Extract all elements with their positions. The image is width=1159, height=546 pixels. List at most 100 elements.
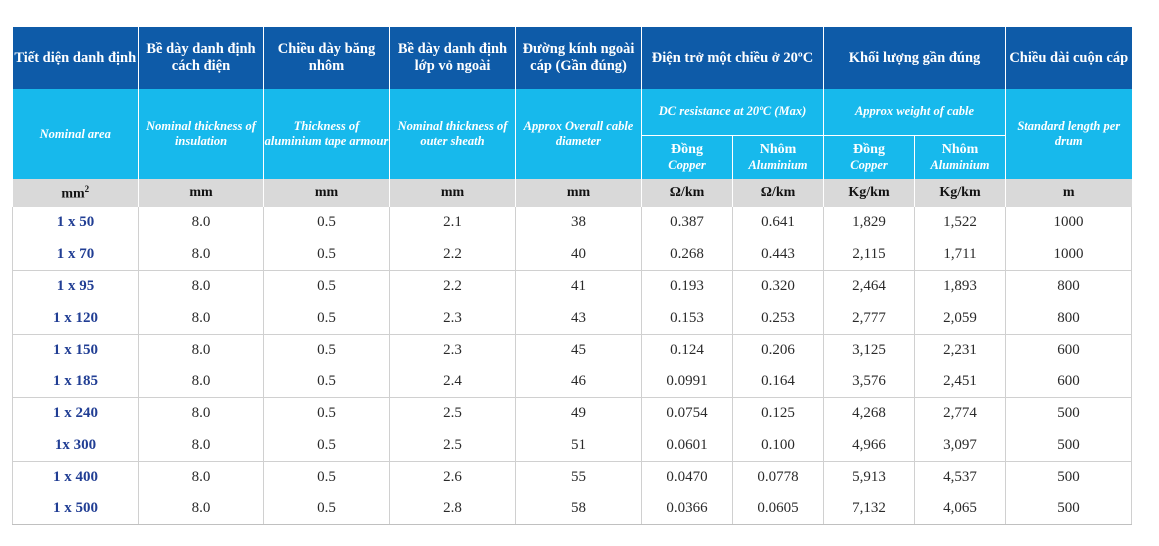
tape-cell: 0.5 [263, 207, 390, 239]
weight-aluminium-cell: 1,711 [914, 238, 1006, 272]
header-area-vn: Tiết diện danh định [12, 27, 139, 89]
tape-cell: 0.5 [263, 302, 390, 335]
header-row-vietnamese: Tiết diện danh định Bề dày danh định các… [12, 27, 1132, 89]
unit-tape: mm [263, 179, 390, 207]
unit-resistance-copper: Ω/km [641, 179, 733, 207]
resistance-aluminium-cell: 0.253 [732, 302, 824, 335]
weight-aluminium-cell: 4,065 [914, 493, 1006, 526]
tape-cell: 0.5 [263, 461, 390, 494]
diameter-cell: 38 [515, 207, 642, 239]
insulation-cell: 8.0 [138, 397, 264, 430]
header-row-materials: Đồng Copper Nhôm Aluminium Đồng Copper N… [13, 134, 1132, 179]
area-cell: 1 x 185 [12, 365, 139, 399]
unit-area-text: mm [61, 186, 85, 202]
weight-aluminium-cell: 2,774 [914, 397, 1006, 430]
diameter-cell: 40 [515, 238, 642, 272]
sheath-cell: 2.8 [389, 493, 516, 526]
resistance-copper-cell: 0.153 [641, 302, 733, 335]
area-cell: 1 x 400 [12, 461, 139, 494]
unit-diameter: mm [515, 179, 642, 207]
length-cell: 500 [1005, 493, 1132, 526]
table-row: 1 x 150 8.0 0.5 2.3 45 0.124 0.206 3,125 2,231 60… [12, 334, 1132, 366]
sheath-cell: 2.2 [389, 270, 516, 303]
table-row: 1x 300 8.0 0.5 2.5 51 0.0601 0.100 4,966 3,097 50… [12, 429, 1132, 462]
length-cell: 600 [1005, 334, 1132, 366]
table-row: 1 x 185 8.0 0.5 2.4 46 0.0991 0.164 3,576 2,451 6… [12, 365, 1132, 399]
diameter-cell: 43 [515, 302, 642, 335]
weight-copper-cell: 3,125 [823, 334, 915, 366]
weight-aluminium-cell: 2,231 [914, 334, 1006, 366]
area-cell: 1 x 500 [12, 493, 139, 526]
unit-area: mm2 [12, 179, 139, 207]
unit-sheath: mm [389, 179, 516, 207]
table-row: 1 x 500 8.0 0.5 2.8 58 0.0366 0.0605 7,132 4,065… [12, 493, 1132, 526]
aluminium-label-vn: Nhôm [941, 142, 979, 158]
weight-copper-cell: 5,913 [823, 461, 915, 494]
length-cell: 500 [1005, 461, 1132, 494]
tape-cell: 0.5 [263, 365, 390, 399]
weight-aluminium-cell: 4,537 [914, 461, 1006, 494]
table-row: 1 x 50 8.0 0.5 2.1 38 0.387 0.641 1,829 1,522 100… [12, 207, 1132, 239]
sheath-cell: 2.3 [389, 302, 516, 335]
diameter-cell: 41 [515, 270, 642, 303]
subheader-resistance-copper: Đồng Copper [641, 134, 733, 179]
weight-aluminium-cell: 1,522 [914, 207, 1006, 239]
header-length-en: Standard length per drum [1005, 89, 1132, 179]
aluminium-label-vn: Nhôm [759, 142, 797, 158]
header-resistance-vn: Điện trở một chiều ở 20ºC [641, 27, 824, 89]
insulation-cell: 8.0 [138, 238, 264, 272]
copper-label-en: Copper [850, 158, 888, 173]
insulation-cell: 8.0 [138, 429, 264, 462]
unit-length: m [1005, 179, 1132, 207]
insulation-cell: 8.0 [138, 334, 264, 366]
insulation-cell: 8.0 [138, 302, 264, 335]
header-tape-vn: Chiều dày băng nhôm [263, 27, 390, 89]
tape-cell: 0.5 [263, 270, 390, 303]
weight-aluminium-cell: 2,059 [914, 302, 1006, 335]
header-sheath-en: Nominal thickness of outer sheath [389, 89, 516, 179]
weight-aluminium-cell: 2,451 [914, 365, 1006, 399]
sheath-cell: 2.5 [389, 397, 516, 430]
area-cell: 1x 300 [12, 429, 139, 462]
sheath-cell: 2.6 [389, 461, 516, 494]
diameter-cell: 51 [515, 429, 642, 462]
cable-spec-table: Tiết diện danh định Bề dày danh định các… [12, 27, 1132, 526]
resistance-aluminium-cell: 0.100 [732, 429, 824, 462]
insulation-cell: 8.0 [138, 365, 264, 399]
resistance-copper-cell: 0.0601 [641, 429, 733, 462]
diameter-cell: 58 [515, 493, 642, 526]
header-area-en: Nominal area [12, 89, 139, 179]
subheader-resistance-aluminium: Nhôm Aluminium [732, 134, 824, 179]
resistance-copper-cell: 0.0754 [641, 397, 733, 430]
weight-copper-cell: 7,132 [823, 493, 915, 526]
copper-label-en: Copper [668, 158, 706, 173]
header-weight-vn: Khối lượng gần đúng [823, 27, 1006, 89]
length-cell: 1000 [1005, 238, 1132, 272]
unit-weight-copper: Kg/km [823, 179, 915, 207]
diameter-cell: 45 [515, 334, 642, 366]
sheath-cell: 2.2 [389, 238, 516, 272]
table-row: 1 x 400 8.0 0.5 2.6 55 0.0470 0.0778 5,913 4,537… [12, 461, 1132, 494]
area-cell: 1 x 95 [12, 270, 139, 303]
insulation-cell: 8.0 [138, 207, 264, 239]
header-row-english: Nominal area Nominal thickness of insula… [12, 89, 1132, 179]
table-row: 1 x 95 8.0 0.5 2.2 41 0.193 0.320 2,464 1,893 800 [12, 270, 1132, 303]
header-resistance-en: DC resistance at 20ºC (Max) [641, 89, 824, 135]
resistance-aluminium-cell: 0.164 [732, 365, 824, 399]
resistance-copper-cell: 0.124 [641, 334, 733, 366]
length-cell: 800 [1005, 270, 1132, 303]
table-row: 1 x 240 8.0 0.5 2.5 49 0.0754 0.125 4,268 2,774 5… [12, 397, 1132, 430]
aluminium-label-en: Aluminium [748, 158, 808, 173]
area-cell: 1 x 120 [12, 302, 139, 335]
resistance-copper-cell: 0.268 [641, 238, 733, 272]
header-insulation-en: Nominal thickness of insulation [138, 89, 264, 179]
header-weight-en: Approx weight of cable [823, 89, 1006, 135]
length-cell: 1000 [1005, 207, 1132, 239]
header-length-vn: Chiều dài cuộn cáp [1005, 27, 1132, 89]
length-cell: 500 [1005, 429, 1132, 462]
sheath-cell: 2.3 [389, 334, 516, 366]
table-row: 1 x 70 8.0 0.5 2.2 40 0.268 0.443 2,115 1,711 100… [12, 238, 1132, 272]
units-row: mm2 mm mm mm mm Ω/km Ω/km Kg/km Kg/km m [12, 179, 1132, 207]
length-cell: 600 [1005, 365, 1132, 399]
area-cell: 1 x 150 [12, 334, 139, 366]
